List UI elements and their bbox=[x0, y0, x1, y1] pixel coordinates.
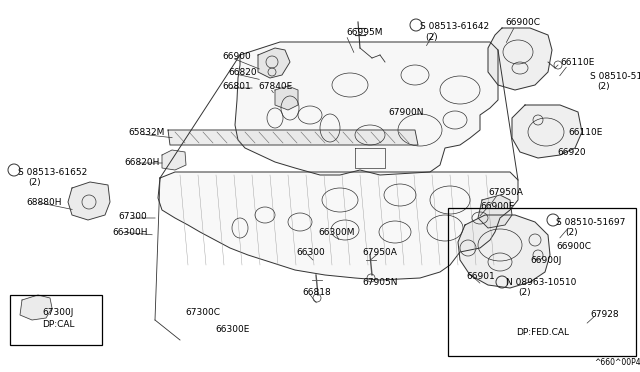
Text: 66300: 66300 bbox=[296, 248, 324, 257]
Polygon shape bbox=[275, 86, 298, 110]
Text: 66900C: 66900C bbox=[556, 242, 591, 251]
Text: (2): (2) bbox=[28, 178, 40, 187]
Text: 68880H: 68880H bbox=[26, 198, 61, 207]
Text: 66900E: 66900E bbox=[480, 202, 515, 211]
Text: 67928: 67928 bbox=[590, 310, 619, 319]
Text: 66901: 66901 bbox=[466, 272, 495, 281]
Text: S 08510-51697: S 08510-51697 bbox=[590, 72, 640, 81]
Text: 66818: 66818 bbox=[302, 288, 331, 297]
Text: 66900C: 66900C bbox=[505, 18, 540, 27]
Text: S 08510-51697: S 08510-51697 bbox=[556, 218, 625, 227]
Polygon shape bbox=[20, 295, 52, 320]
Text: 66110E: 66110E bbox=[568, 128, 602, 137]
Polygon shape bbox=[235, 42, 498, 175]
Text: 67300C: 67300C bbox=[185, 308, 220, 317]
Text: (2): (2) bbox=[518, 288, 531, 297]
Text: 66820: 66820 bbox=[228, 68, 257, 77]
Text: 67300: 67300 bbox=[118, 212, 147, 221]
Text: 67840E: 67840E bbox=[258, 82, 292, 91]
Text: 67900N: 67900N bbox=[388, 108, 424, 117]
Text: 66300H: 66300H bbox=[112, 228, 147, 237]
Text: 66995M: 66995M bbox=[346, 28, 383, 37]
Polygon shape bbox=[512, 105, 582, 158]
Polygon shape bbox=[488, 28, 552, 90]
Text: ^660^00P4: ^660^00P4 bbox=[594, 358, 640, 367]
Text: 67950A: 67950A bbox=[488, 188, 523, 197]
Text: (2): (2) bbox=[597, 82, 610, 91]
Text: 67905N: 67905N bbox=[362, 278, 397, 287]
Text: DP:FED.CAL: DP:FED.CAL bbox=[516, 328, 569, 337]
Bar bbox=[448, 208, 636, 356]
Polygon shape bbox=[158, 172, 518, 280]
Polygon shape bbox=[258, 48, 290, 78]
Polygon shape bbox=[458, 215, 550, 288]
Text: 66820H: 66820H bbox=[124, 158, 159, 167]
Text: 67950A: 67950A bbox=[362, 248, 397, 257]
Polygon shape bbox=[162, 150, 186, 170]
Text: DP:CAL: DP:CAL bbox=[42, 320, 74, 329]
Text: 67300J: 67300J bbox=[42, 308, 74, 317]
Text: S 08513-61652: S 08513-61652 bbox=[18, 168, 87, 177]
Text: 66900J: 66900J bbox=[530, 256, 561, 265]
Text: 66801: 66801 bbox=[222, 82, 251, 91]
Text: 66920: 66920 bbox=[557, 148, 586, 157]
Text: 66900: 66900 bbox=[222, 52, 251, 61]
Bar bbox=[10, 295, 102, 345]
Polygon shape bbox=[478, 195, 512, 228]
Text: (2): (2) bbox=[425, 33, 438, 42]
Polygon shape bbox=[68, 182, 110, 220]
Text: 65832M: 65832M bbox=[128, 128, 164, 137]
Text: 66110E: 66110E bbox=[560, 58, 595, 67]
Text: 66300E: 66300E bbox=[215, 325, 250, 334]
Text: 66300M: 66300M bbox=[318, 228, 355, 237]
Polygon shape bbox=[168, 130, 418, 145]
Text: (2): (2) bbox=[565, 228, 578, 237]
Text: N 08963-10510: N 08963-10510 bbox=[506, 278, 577, 287]
Text: S 08513-61642: S 08513-61642 bbox=[420, 22, 489, 31]
